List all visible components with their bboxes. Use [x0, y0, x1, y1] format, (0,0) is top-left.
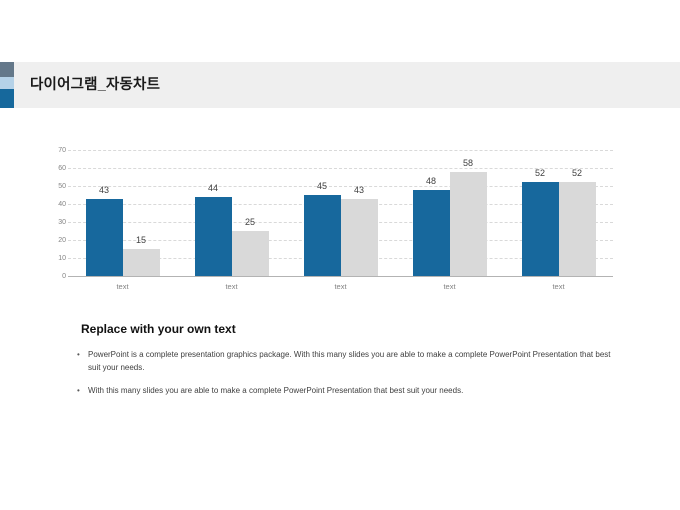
bar-series1: [303, 195, 341, 276]
bar-series2: [231, 231, 269, 276]
slide-title: 다이어그램_자동차트: [30, 77, 161, 93]
bar-series2: [122, 249, 160, 276]
category-label: text: [225, 282, 238, 291]
bar-series1: [412, 189, 450, 276]
bar-chart: 0 10 20 30 40 50 60 70 43 15 text 44 25 text 45 43 text 4…: [55, 144, 625, 294]
bar-series2: [449, 171, 487, 276]
x-axis-line: [68, 276, 613, 277]
bar-value-label: 15: [135, 235, 146, 245]
bar-value-label: 43: [98, 184, 109, 195]
body-heading: Replace with your own text: [81, 322, 236, 336]
bar-series1: [85, 198, 123, 276]
bullet-text: With this many slides you are able to ma…: [88, 386, 464, 395]
bar-series1: [521, 182, 559, 276]
y-axis-tick-label: 50: [58, 182, 66, 190]
bar-value-label: 25: [244, 217, 255, 227]
bar-value-label: 45: [316, 181, 327, 191]
title-band: 다이어그램_자동차트: [0, 62, 680, 108]
category-label: text: [116, 282, 129, 291]
y-axis-tick-label: 0: [62, 272, 66, 280]
bar-series2: [340, 198, 378, 276]
bullet-text: PowerPoint is a complete presentation gr…: [88, 350, 611, 372]
category-label: text: [334, 282, 347, 291]
bullet-marker: •: [77, 386, 80, 395]
bullet-marker: •: [77, 350, 80, 359]
gridline: [68, 168, 613, 169]
accent-square-darkblue: [0, 89, 14, 108]
y-axis-tick-label: 20: [58, 236, 66, 244]
gridline: [68, 186, 613, 187]
accent-square-gray: [0, 62, 14, 77]
category-label: text: [552, 282, 565, 291]
bar-series1: [194, 196, 232, 276]
category-label: text: [443, 282, 456, 291]
bar-value-label: 43: [353, 184, 364, 195]
accent-square-lightblue: [0, 77, 14, 89]
bar-value-label: 52: [571, 168, 582, 179]
bullet-item: • With this many slides you are able to …: [77, 384, 617, 397]
bullet-item: • PowerPoint is a complete presentation …: [77, 348, 617, 374]
y-axis-tick-label: 60: [58, 164, 66, 172]
bullet-list: • PowerPoint is a complete presentation …: [77, 348, 617, 397]
y-axis-tick-label: 30: [58, 218, 66, 226]
y-axis-tick-label: 10: [58, 254, 66, 262]
bar-value-label: 52: [534, 168, 545, 179]
y-axis-tick-label: 40: [58, 200, 66, 208]
bar-value-label: 58: [462, 157, 473, 168]
bar-value-label: 48: [425, 175, 436, 186]
gridline: [68, 150, 613, 151]
body-text-block: Replace with your own text • PowerPoint …: [77, 322, 617, 407]
bar-value-label: 44: [207, 182, 218, 193]
y-axis-tick-label: 70: [58, 146, 66, 154]
bar-series2: [558, 182, 596, 276]
title-accent: [0, 62, 14, 108]
